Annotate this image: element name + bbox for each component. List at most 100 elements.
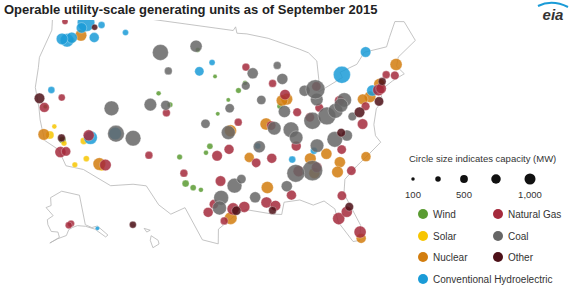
plant bbox=[61, 147, 70, 156]
title: Operable utility-scale generating units … bbox=[4, 2, 378, 17]
plant bbox=[354, 107, 364, 117]
size-legend-circle bbox=[525, 174, 536, 185]
plant bbox=[257, 95, 266, 104]
plant bbox=[52, 124, 57, 129]
plant bbox=[334, 98, 348, 112]
legend-swatch bbox=[418, 231, 428, 241]
legend-label: Other bbox=[508, 252, 534, 263]
plant bbox=[347, 166, 356, 175]
plant bbox=[273, 62, 281, 70]
plant bbox=[337, 145, 346, 154]
plant bbox=[321, 148, 332, 159]
plant bbox=[250, 192, 261, 203]
size-legend-circle bbox=[460, 175, 468, 183]
plant bbox=[378, 78, 386, 86]
plant bbox=[221, 126, 235, 140]
plant bbox=[242, 81, 251, 90]
legend-label: Nuclear bbox=[433, 252, 468, 263]
legend-label: Wind bbox=[433, 209, 456, 220]
plant bbox=[237, 174, 246, 183]
plant bbox=[306, 80, 325, 99]
plant bbox=[220, 217, 228, 225]
plant bbox=[232, 206, 241, 215]
logo: eia bbox=[538, 3, 568, 23]
plant bbox=[195, 67, 204, 76]
plant bbox=[391, 71, 400, 80]
plant bbox=[345, 202, 354, 211]
legend: WindSolarNuclearConventional Hydroelectr… bbox=[418, 209, 561, 285]
plant bbox=[39, 103, 49, 113]
plant bbox=[252, 158, 261, 167]
plant bbox=[382, 71, 390, 79]
land-outline bbox=[46, 191, 108, 243]
chart: Operable utility-scale generating units … bbox=[0, 0, 576, 288]
plant bbox=[269, 80, 277, 88]
plant bbox=[277, 73, 288, 84]
plant bbox=[267, 153, 277, 163]
size-legend-label: 100 bbox=[405, 189, 421, 200]
plant bbox=[152, 44, 168, 60]
plant bbox=[76, 23, 86, 33]
plant bbox=[337, 191, 346, 200]
plant bbox=[108, 125, 125, 142]
land-outline bbox=[150, 236, 159, 248]
plant bbox=[48, 87, 55, 94]
plant bbox=[357, 119, 367, 129]
legend-label: Natural Gas bbox=[508, 209, 561, 220]
plant bbox=[83, 156, 89, 162]
plant bbox=[334, 157, 345, 168]
plant bbox=[310, 139, 323, 152]
legend-swatch bbox=[493, 231, 503, 241]
plant bbox=[34, 93, 44, 103]
plant bbox=[66, 32, 77, 43]
series-points bbox=[43, 38, 282, 193]
plant bbox=[390, 58, 402, 70]
plant bbox=[287, 164, 305, 182]
legend-label: Solar bbox=[433, 231, 457, 242]
plant bbox=[201, 119, 210, 128]
plant bbox=[72, 162, 78, 168]
plant bbox=[332, 166, 344, 178]
plant bbox=[213, 201, 227, 215]
plant bbox=[361, 152, 371, 162]
plant bbox=[56, 33, 68, 45]
plant bbox=[226, 98, 230, 102]
plant bbox=[337, 128, 346, 137]
size-legend-circle bbox=[491, 174, 501, 184]
plant bbox=[280, 89, 290, 99]
plant bbox=[129, 221, 136, 228]
plant bbox=[234, 118, 242, 126]
plant bbox=[122, 30, 128, 36]
plant bbox=[281, 181, 292, 192]
plant bbox=[38, 129, 50, 141]
plant bbox=[145, 151, 153, 159]
plant bbox=[203, 207, 213, 217]
legend-swatch bbox=[418, 274, 428, 284]
size-legend-circle bbox=[435, 176, 441, 182]
plant bbox=[354, 226, 366, 238]
plant bbox=[215, 176, 225, 186]
plant bbox=[144, 98, 157, 111]
plant bbox=[278, 105, 290, 117]
plant bbox=[225, 104, 234, 113]
plant bbox=[83, 130, 94, 141]
plant bbox=[190, 185, 196, 191]
legend-label: Coal bbox=[508, 231, 529, 242]
plant bbox=[100, 159, 112, 171]
plant bbox=[236, 88, 242, 94]
plant bbox=[89, 33, 99, 43]
background bbox=[0, 0, 576, 288]
series-points bbox=[39, 20, 399, 238]
plant bbox=[182, 180, 189, 187]
land-outline bbox=[35, 20, 415, 244]
legend-swatch bbox=[493, 252, 503, 262]
plant bbox=[198, 187, 203, 192]
size-legend-title: Circle size indicates capacity (MW) bbox=[409, 153, 556, 164]
size-legend-label: 500 bbox=[456, 189, 472, 200]
plant bbox=[161, 100, 171, 110]
plant bbox=[104, 101, 119, 116]
legend-swatch bbox=[493, 209, 503, 219]
plant bbox=[209, 59, 215, 65]
plant bbox=[95, 226, 99, 230]
plant bbox=[164, 67, 172, 75]
